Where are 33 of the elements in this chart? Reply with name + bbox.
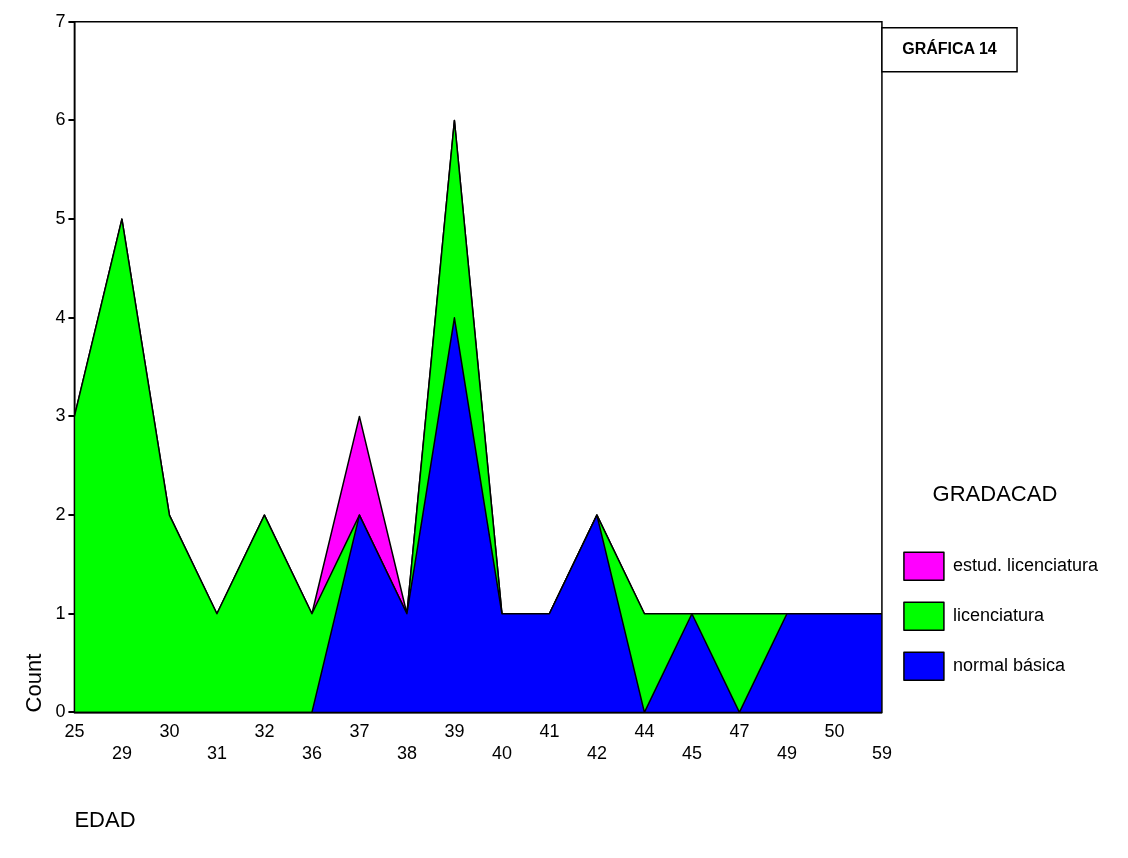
x-tick-label: 25 xyxy=(64,721,85,742)
y-tick-label: 7 xyxy=(55,10,66,31)
x-tick-label: 40 xyxy=(491,742,512,763)
x-tick-label: 31 xyxy=(206,742,227,763)
x-tick-label: 41 xyxy=(539,721,560,742)
x-tick-label: 45 xyxy=(681,742,702,763)
x-tick-label: 47 xyxy=(729,721,750,742)
x-tick-label: 32 xyxy=(254,721,275,742)
x-tick-label: 50 xyxy=(824,721,845,742)
y-tick-label: 2 xyxy=(55,504,66,525)
x-tick-label: 29 xyxy=(111,742,132,763)
y-tick-label: 3 xyxy=(55,405,66,426)
legend-title: GRADACAD xyxy=(932,480,1058,506)
legend-label: estud. licenciatura xyxy=(952,555,1099,576)
legend-label: normal básica xyxy=(952,655,1066,676)
y-tick-label: 5 xyxy=(55,208,66,229)
y-axis-title: Count xyxy=(21,653,47,713)
y-tick-label: 1 xyxy=(55,602,66,623)
x-tick-label: 38 xyxy=(396,742,417,763)
x-tick-label: 39 xyxy=(444,721,465,742)
x-tick-label: 37 xyxy=(349,721,370,742)
x-tick-label: 49 xyxy=(776,742,797,763)
x-tick-label: 44 xyxy=(634,721,655,742)
x-tick-label: 30 xyxy=(159,721,180,742)
legend-label: licenciatura xyxy=(952,605,1045,626)
y-tick-label: 0 xyxy=(55,701,66,722)
y-tick-label: 6 xyxy=(55,109,66,130)
text: GRÁFICA 14 xyxy=(902,39,997,58)
x-tick-label: 59 xyxy=(871,742,892,763)
x-tick-label: 36 xyxy=(301,742,322,763)
x-axis-title: EDAD xyxy=(74,806,136,832)
x-tick-label: 42 xyxy=(586,742,607,763)
y-tick-label: 4 xyxy=(55,306,66,327)
